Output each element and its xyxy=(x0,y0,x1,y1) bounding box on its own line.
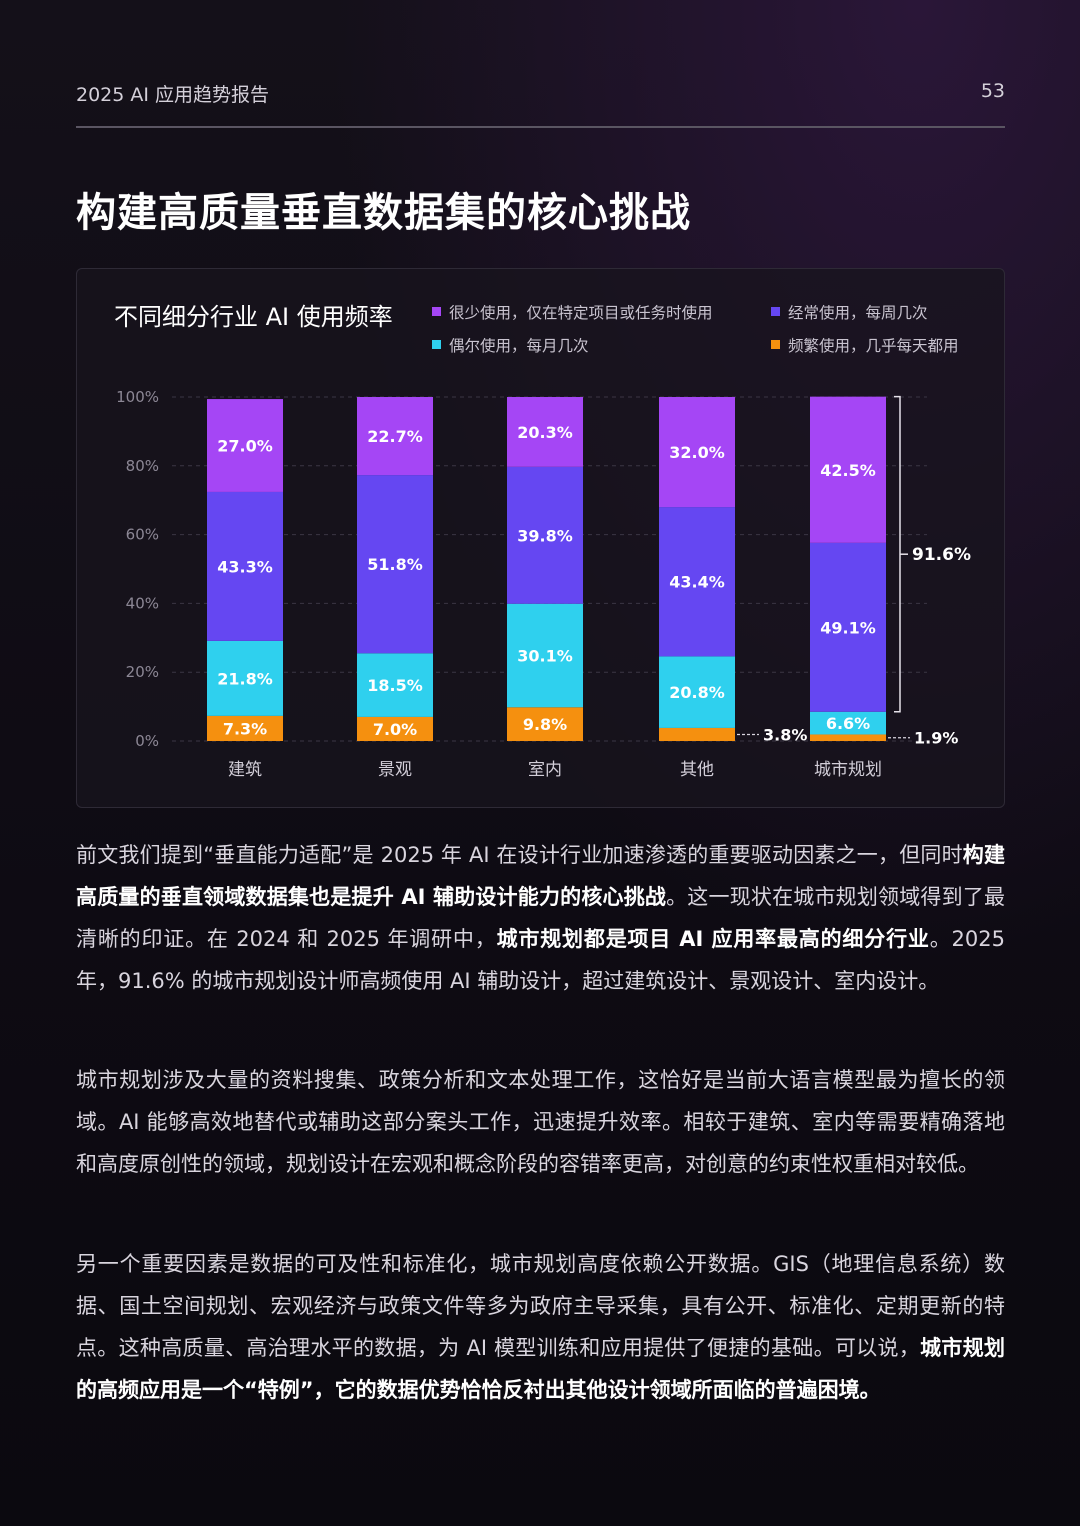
legend-label: 偶尔使用，每月几次 xyxy=(449,337,589,355)
bar-segment xyxy=(207,399,283,492)
data-label: 32.0% xyxy=(669,443,725,462)
data-label: 43.4% xyxy=(669,573,725,592)
legend-label: 频繁使用，几乎每天都用 xyxy=(788,337,959,355)
legend-item-daily: 频繁使用，几乎每天都用 xyxy=(771,334,959,356)
y-tick-label: 80% xyxy=(126,457,159,475)
body-text-run: 前文我们提到“垂直能力适配”是 2025 年 AI 在设计行业加速渗透的重要驱动… xyxy=(76,843,963,867)
legend-item-weekly: 经常使用，每周几次 xyxy=(771,301,928,323)
legend-swatch xyxy=(771,340,780,349)
bar-segment xyxy=(357,397,433,476)
y-tick-label: 0% xyxy=(135,732,159,750)
y-tick-label: 60% xyxy=(126,526,159,544)
bar-segment xyxy=(507,603,583,708)
bar-segment xyxy=(207,715,283,741)
bar-segment xyxy=(810,711,886,735)
legend-item-monthly: 偶尔使用，每月几次 xyxy=(432,334,589,356)
bar-segment xyxy=(810,396,886,543)
y-tick-label: 100% xyxy=(116,388,159,406)
document-title: 2025 AI 应用趋势报告 xyxy=(76,84,270,106)
x-tick-label: 其他 xyxy=(680,760,714,780)
x-tick-label: 建筑 xyxy=(228,760,262,780)
data-label: 7.0% xyxy=(373,720,417,739)
chart-card: 不同细分行业 AI 使用频率 很少使用，仅在特定项目或任务时使用 经常使用，每周… xyxy=(76,268,1005,808)
bar-segment xyxy=(659,507,735,657)
body-text-run: 城市规划涉及大量的资料搜集、政策分析和文本处理工作，这恰好是当前大语言模型最为擅… xyxy=(76,1068,1005,1176)
body-text-run: 。这一现状在城市规划领域得到了最清晰的印证。在 2024 和 2025 年调研中… xyxy=(76,885,1006,951)
data-label: 6.6% xyxy=(826,714,870,733)
legend-swatch xyxy=(771,307,780,316)
y-tick-label: 40% xyxy=(126,594,159,612)
data-label: 22.7% xyxy=(367,427,423,446)
page-header: 2025 AI 应用趋势报告 53 xyxy=(76,78,1005,128)
bar-segment xyxy=(810,542,886,712)
data-label: 42.5% xyxy=(820,461,876,480)
x-tick-label: 景观 xyxy=(378,760,412,780)
legend-swatch xyxy=(432,340,441,349)
bar-segment xyxy=(507,466,583,604)
data-label: 39.8% xyxy=(517,526,573,545)
bar-segment xyxy=(357,653,433,717)
data-label: 7.3% xyxy=(223,719,267,738)
legend-swatch xyxy=(432,307,441,316)
emphasis-text: 构建高质量的垂直领域数据集也是提升 AI 辅助设计能力的核心挑战 xyxy=(76,843,1005,909)
bar-segment xyxy=(659,727,735,741)
data-label: 18.5% xyxy=(367,676,423,695)
paragraph-text: 另一个重要因素是数据的可及性和标准化，城市规划高度依赖公开数据。GIS（地理信息… xyxy=(76,1243,1005,1411)
bar-segment xyxy=(507,707,583,741)
data-label: 20.8% xyxy=(669,683,725,702)
bar-segment xyxy=(810,734,886,741)
paragraph-text: 城市规划涉及大量的资料搜集、政策分析和文本处理工作，这恰好是当前大语言模型最为擅… xyxy=(76,1059,1005,1185)
bar-segment xyxy=(357,475,433,654)
bar-segment xyxy=(207,491,283,641)
emphasis-text: 城市规划都是项目 AI 应用率最高的细分行业 xyxy=(496,927,930,951)
stacked-bar-chart: 0% 20% 40% 60% 80% 100% 7.3% 21.8% 43.3% 27.0% 建筑 7… xyxy=(116,388,971,780)
bar-segment xyxy=(357,716,433,741)
paragraph-text: 前文我们提到“垂直能力适配”是 2025 年 AI 在设计行业加速渗透的重要驱动… xyxy=(76,834,1005,1002)
data-label: 27.0% xyxy=(217,437,273,456)
bar-segment xyxy=(659,397,735,508)
data-label: 43.3% xyxy=(217,557,273,576)
annotation-bracket xyxy=(894,395,901,713)
paragraph-3: 另一个重要因素是数据的可及性和标准化，城市规划高度依赖公开数据。GIS（地理信息… xyxy=(76,1243,1005,1411)
bar-segment xyxy=(207,640,283,716)
bar-segment xyxy=(507,397,583,467)
data-label: 1.9% xyxy=(914,729,958,748)
x-tick-label: 城市规划 xyxy=(814,760,882,780)
annotation-label: 91.6% xyxy=(912,545,971,565)
page-number: 53 xyxy=(980,80,1005,102)
data-label: 30.1% xyxy=(517,647,573,666)
body-text-run: 另一个重要因素是数据的可及性和标准化，城市规划高度依赖公开数据。GIS（地理信息… xyxy=(76,1252,1005,1360)
data-label: 21.8% xyxy=(217,669,273,688)
data-label: 3.8% xyxy=(763,725,807,744)
body-text-run: 。2025 年，91.6% 的城市规划设计师高频使用 AI 辅助设计，超过建筑设… xyxy=(76,927,1006,993)
x-tick-label: 室内 xyxy=(528,760,562,780)
bar-segment xyxy=(659,656,735,728)
y-tick-label: 20% xyxy=(126,663,159,681)
section-headline: 构建高质量垂直数据集的核心挑战 xyxy=(76,190,691,236)
chart-title: 不同细分行业 AI 使用频率 xyxy=(114,303,393,331)
legend-label: 很少使用，仅在特定项目或任务时使用 xyxy=(449,304,713,322)
paragraph-2: 城市规划涉及大量的资料搜集、政策分析和文本处理工作，这恰好是当前大语言模型最为擅… xyxy=(76,1059,1005,1185)
data-label: 49.1% xyxy=(820,618,876,637)
data-label: 20.3% xyxy=(517,423,573,442)
data-label: 9.8% xyxy=(523,715,567,734)
paragraph-1: 前文我们提到“垂直能力适配”是 2025 年 AI 在设计行业加速渗透的重要驱动… xyxy=(76,834,1005,1002)
emphasis-text: 城市规划的高频应用是一个“特例”，它的数据优势恰恰反衬出其他设计领域所面临的普遍… xyxy=(76,1336,1006,1402)
legend-item-rarely: 很少使用，仅在特定项目或任务时使用 xyxy=(432,301,713,323)
legend-label: 经常使用，每周几次 xyxy=(788,304,928,322)
data-label: 51.8% xyxy=(367,555,423,574)
